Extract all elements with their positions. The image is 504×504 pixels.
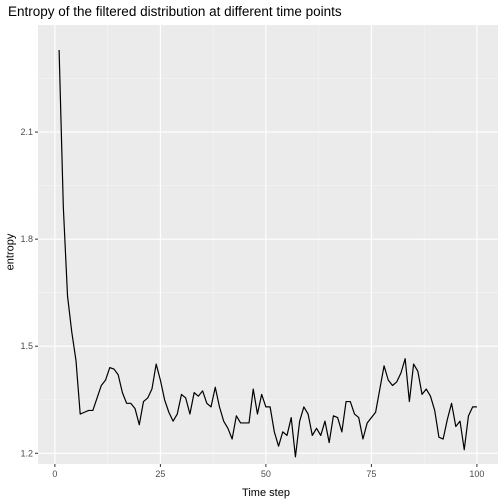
- y-tick-label: 2.1: [20, 127, 33, 137]
- chart-title: Entropy of the filtered distribution at …: [8, 4, 342, 19]
- y-tick-label: 1.5: [20, 341, 33, 351]
- y-tick-label: 1.2: [20, 448, 33, 458]
- y-tick-label: 1.8: [20, 234, 33, 244]
- entropy-series-line: [58, 49, 477, 458]
- x-tick-label: 25: [155, 469, 165, 479]
- x-tick-label: 50: [261, 469, 271, 479]
- plot-panel: [38, 25, 498, 464]
- x-tick-label: 100: [469, 469, 484, 479]
- x-tick-label: 75: [366, 469, 376, 479]
- x-axis-label: Time step: [242, 487, 290, 499]
- x-tick-label: 0: [52, 469, 57, 479]
- y-axis-label: entropy: [4, 233, 17, 271]
